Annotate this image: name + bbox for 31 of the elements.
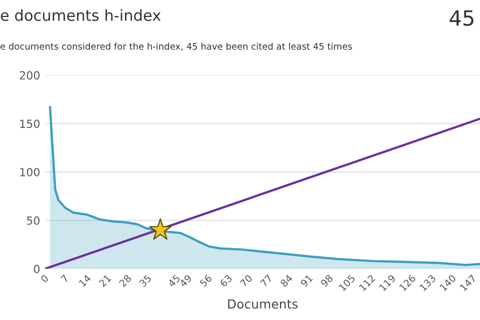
- x-tick-label: 7: [60, 274, 69, 283]
- x-tick-label: 119: [378, 274, 396, 292]
- x-tick-label: 147: [460, 274, 476, 292]
- x-tick-label: 63: [219, 274, 232, 288]
- x-tick-label: 105: [338, 274, 356, 292]
- chart-subtitle: e documents considered for the h-index, 45 have been cited at least 45 times: [0, 42, 352, 51]
- x-tick-label: 126: [398, 274, 416, 292]
- y-tick-label: 150: [20, 120, 40, 128]
- x-tick-label: 140: [439, 274, 456, 292]
- x-tick-label: 56: [199, 274, 212, 288]
- x-tick-label: 49: [178, 274, 192, 288]
- x-tick-label: 28: [118, 274, 132, 288]
- y-tick-label: 100: [20, 168, 40, 176]
- x-tick-label: 21: [98, 274, 112, 288]
- x-tick-label: 84: [280, 274, 294, 288]
- x-tick-label: 77: [260, 274, 273, 288]
- x-axis-title: Documents: [228, 299, 298, 309]
- x-tick-label: 45: [168, 274, 180, 288]
- y-tick-label: 200: [20, 71, 40, 80]
- x-tick-label: 70: [240, 274, 253, 288]
- text: 45: [450, 10, 474, 26]
- chart-title: e documents h-index: [0, 9, 161, 22]
- x-tick-label: 112: [358, 274, 376, 292]
- x-tick-label: 35: [138, 274, 152, 288]
- x-tick-label: 14: [78, 274, 92, 287]
- x-tick-label: 133: [419, 274, 436, 292]
- y-tick-label: 0: [34, 264, 40, 274]
- x-tick-label: 98: [320, 274, 334, 288]
- x-tick-label: 0: [40, 274, 49, 283]
- x-tick-label: 91: [300, 274, 313, 288]
- y-tick-label: 50: [26, 216, 40, 225]
